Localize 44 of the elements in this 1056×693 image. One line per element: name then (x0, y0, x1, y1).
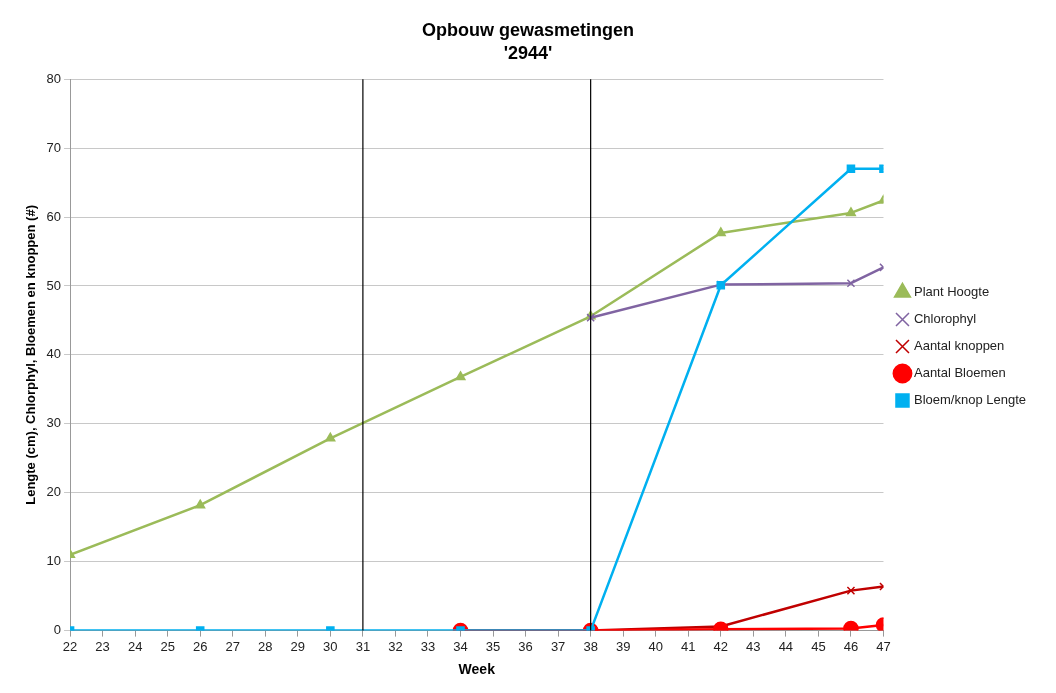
x-tick-label: 34 (453, 638, 468, 654)
x-tick-label: 47 (876, 638, 891, 654)
x-tick-label: 22 (62, 638, 78, 654)
x-tick-label: 32 (388, 638, 403, 654)
x-tick-label: 36 (518, 638, 533, 654)
x-tick-label: 35 (485, 638, 501, 654)
x-tick-label: 43 (746, 638, 761, 654)
y-tick-label: 30 (46, 415, 62, 431)
y-tick-label: 80 (46, 70, 62, 86)
x-tick-label: 45 (811, 638, 826, 654)
y-tick-label: 10 (46, 553, 62, 569)
legend-label: Aantal knoppen (913, 338, 1005, 354)
chart-subtitle: '2944' (503, 43, 553, 64)
legend-label: Aantal Bloemen (913, 365, 1006, 381)
x-tick-label: 37 (550, 638, 566, 654)
x-tick-label: 41 (681, 638, 696, 654)
legend-label: Plant Hoogte (913, 284, 990, 300)
x-tick-label: 39 (615, 638, 631, 654)
legend-label: Chlorophyl (913, 311, 977, 327)
y-tick-label: 20 (46, 484, 62, 500)
legend-label: Bloem/knop Lengte (913, 392, 1027, 408)
x-tick-label: 23 (95, 638, 110, 654)
x-tick-label: 44 (778, 638, 794, 654)
y-tick-label: 60 (46, 208, 62, 224)
x-tick-label: 33 (420, 638, 436, 654)
x-tick-label: 30 (323, 638, 338, 654)
x-tick-label: 31 (355, 638, 371, 654)
x-tick-label: 24 (127, 638, 143, 654)
x-tick-label: 26 (192, 638, 208, 654)
x-tick-label: 42 (713, 638, 729, 654)
y-tick-label: 50 (46, 277, 62, 293)
x-tick-label: 40 (648, 638, 663, 654)
y-tick-label: 40 (46, 346, 62, 362)
y-tick-label: 70 (46, 139, 62, 155)
x-tick-label: 29 (290, 638, 306, 654)
y-axis-title: Lengte (cm), Chlorphyl, Bloemen en knoppen (#) (23, 205, 39, 505)
x-tick-label: 38 (583, 638, 598, 654)
x-tick-label: 25 (160, 638, 175, 654)
chart-title: Opbouw gewasmetingen (421, 19, 635, 40)
x-tick-label: 27 (225, 638, 240, 654)
x-axis-title: Week (458, 661, 496, 678)
x-tick-label: 28 (258, 638, 273, 654)
x-tick-label: 46 (843, 638, 859, 654)
y-tick-label: 0 (53, 622, 62, 638)
